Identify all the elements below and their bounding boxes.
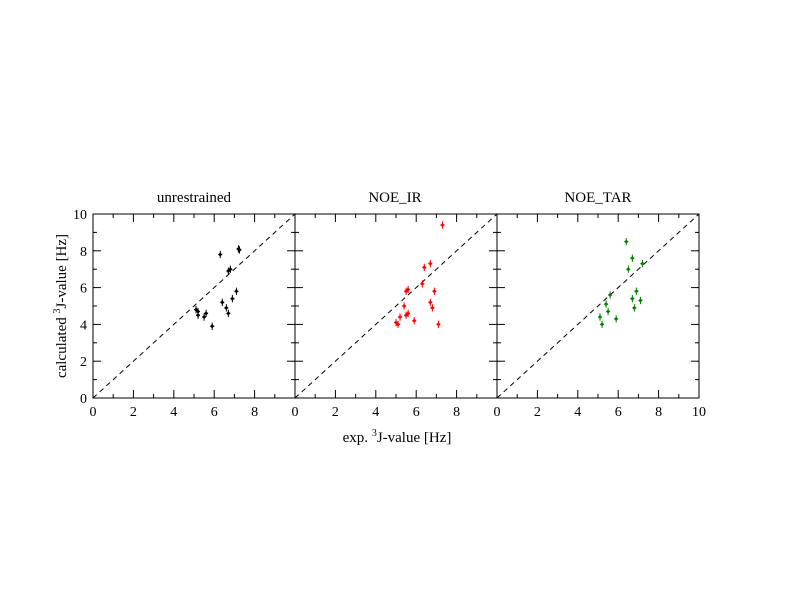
panel-unrestrained: unrestrained 0 2 4 6 8 0 2 4 6 8 10 bbox=[73, 190, 296, 420]
y-tick-label: 0 bbox=[80, 392, 87, 407]
data-point bbox=[630, 294, 635, 303]
x-tick-label: 6 bbox=[615, 405, 622, 420]
x-tick-label: 6 bbox=[211, 405, 218, 420]
x-tick-label: 4 bbox=[574, 405, 581, 420]
data-point bbox=[614, 315, 619, 323]
data-point bbox=[397, 313, 403, 321]
x-tick-label: 2 bbox=[332, 405, 339, 420]
data-point bbox=[405, 285, 411, 294]
data-point bbox=[640, 260, 645, 268]
data-point bbox=[210, 322, 215, 330]
data-point bbox=[226, 309, 231, 318]
data-point bbox=[203, 309, 209, 318]
data-point bbox=[422, 263, 427, 272]
panel-noe-tar: NOE_TAR 0 2 4 6 8 10 bbox=[494, 190, 707, 420]
x-tick-label: 6 bbox=[413, 405, 420, 420]
data-point bbox=[420, 280, 425, 288]
data-point bbox=[412, 317, 417, 325]
data-point bbox=[632, 304, 637, 312]
x-tick-label: 0 bbox=[292, 405, 299, 420]
x-tick-label: 0 bbox=[90, 405, 97, 420]
y-tick-label: 8 bbox=[80, 245, 87, 260]
y-tick-label: 2 bbox=[80, 355, 87, 370]
y-tick-label: 10 bbox=[73, 208, 87, 223]
x-tick-label: 2 bbox=[130, 405, 137, 420]
panel-title: NOE_IR bbox=[368, 190, 421, 206]
data-point bbox=[638, 296, 643, 305]
data-point bbox=[436, 320, 441, 329]
data-point bbox=[193, 306, 199, 314]
diagonal-line bbox=[294, 213, 498, 399]
data-point bbox=[440, 221, 445, 229]
x-tick-label: 8 bbox=[453, 405, 460, 420]
data-point bbox=[234, 287, 239, 295]
x-tick-label: 0 bbox=[494, 405, 501, 420]
data-point bbox=[634, 287, 639, 295]
data-point bbox=[405, 309, 411, 318]
diagonal-line bbox=[92, 213, 296, 399]
data-points bbox=[597, 237, 645, 329]
data-point bbox=[599, 320, 605, 329]
data-point bbox=[237, 246, 242, 254]
data-point bbox=[603, 300, 609, 308]
x-tick-label: 8 bbox=[655, 405, 662, 420]
data-point bbox=[403, 287, 409, 295]
panel-title: unrestrained bbox=[157, 190, 232, 206]
data-point bbox=[401, 302, 407, 310]
data-point bbox=[428, 298, 433, 306]
data-point bbox=[432, 287, 437, 295]
y-tick-label: 6 bbox=[80, 282, 87, 297]
x-axis-label: exp. 3J-value [Hz] bbox=[343, 428, 452, 446]
data-points bbox=[193, 245, 242, 330]
data-point bbox=[626, 265, 631, 273]
y-tick-label: 4 bbox=[80, 318, 87, 333]
y-axis-label: calculated 3J-value [Hz] bbox=[52, 234, 70, 378]
x-tick-label: 10 bbox=[692, 405, 706, 420]
data-point bbox=[230, 294, 235, 303]
diagonal-line bbox=[496, 213, 700, 399]
data-point bbox=[605, 307, 611, 316]
tick-group: 0 2 4 6 8 0 2 4 6 8 10 bbox=[73, 208, 296, 420]
data-point bbox=[218, 250, 223, 259]
panel-noe-ir: NOE_IR 0 2 4 6 8 bbox=[292, 190, 498, 420]
data-point bbox=[224, 304, 229, 312]
data-point bbox=[607, 291, 613, 299]
data-point bbox=[201, 313, 207, 321]
x-tick-label: 8 bbox=[251, 405, 258, 420]
tick-group: 0 2 4 6 8 bbox=[292, 213, 498, 420]
data-point bbox=[195, 307, 201, 316]
data-point bbox=[220, 298, 225, 306]
data-points bbox=[393, 221, 445, 329]
tick-group: 0 2 4 6 8 10 bbox=[494, 213, 706, 420]
data-point bbox=[624, 237, 629, 246]
data-point bbox=[228, 265, 233, 273]
data-point bbox=[630, 254, 635, 262]
x-tick-label: 2 bbox=[534, 405, 541, 420]
data-point bbox=[430, 304, 435, 312]
x-tick-label: 4 bbox=[372, 405, 379, 420]
x-tick-label: 4 bbox=[170, 405, 177, 420]
data-point bbox=[428, 260, 433, 268]
data-point bbox=[597, 313, 603, 321]
panel-title: NOE_TAR bbox=[564, 190, 631, 206]
data-point bbox=[395, 320, 401, 329]
